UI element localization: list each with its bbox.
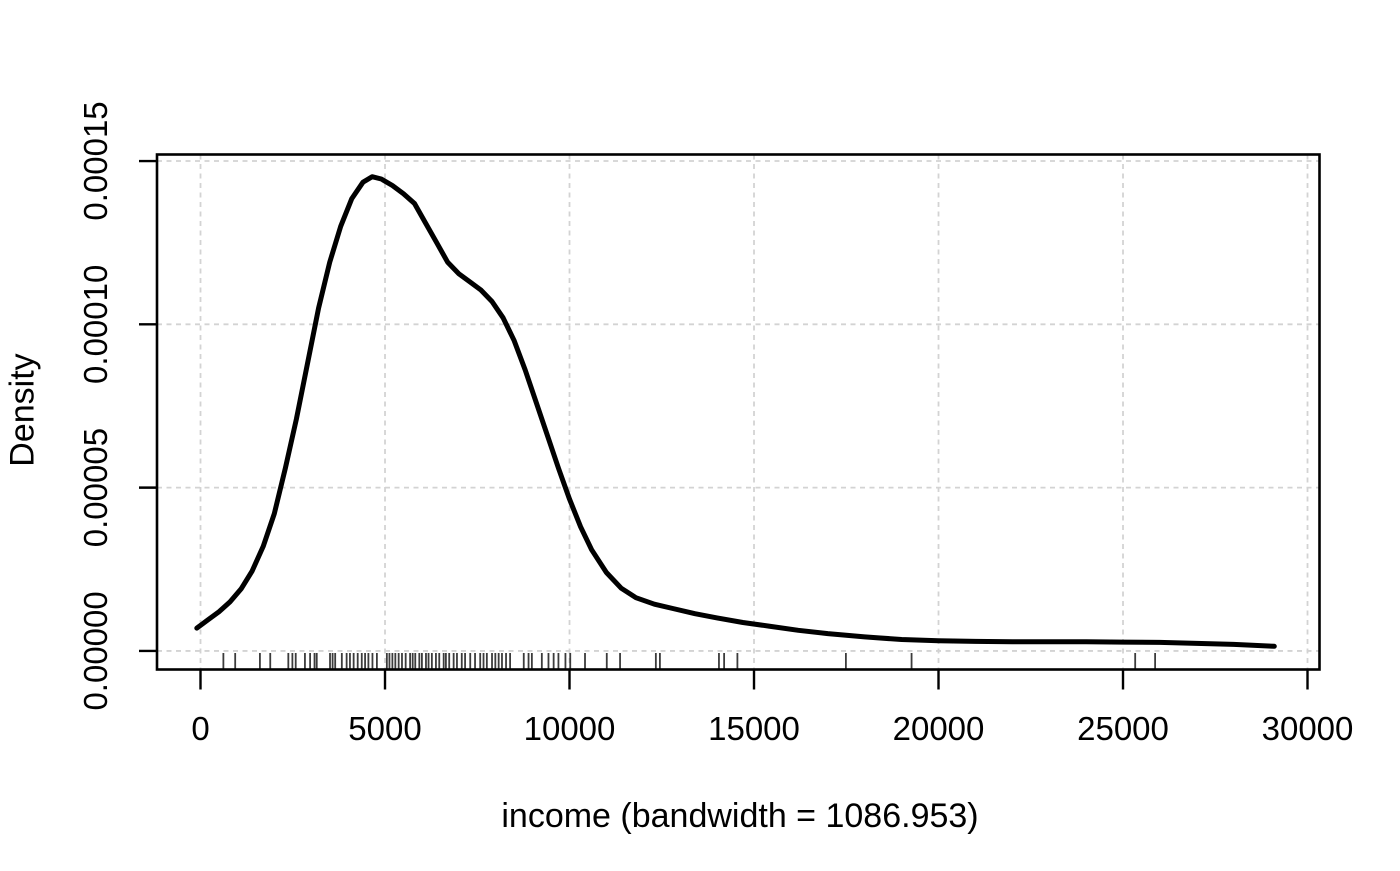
tick-layer bbox=[139, 159, 1309, 690]
x-tick-label: 5000 bbox=[348, 710, 421, 747]
y-axis-title: Density bbox=[4, 353, 42, 466]
tick-label-layer: 0 5000 10000 15000 20000 25000 30000 0.00000 0.0… bbox=[77, 101, 1353, 747]
frame-layer bbox=[155, 153, 1321, 671]
curve-layer bbox=[194, 174, 1277, 649]
grid-layer bbox=[157, 154, 1320, 670]
y-tick-label: 0.00005 bbox=[77, 428, 114, 547]
rug-layer bbox=[222, 653, 1157, 669]
x-tick-label: 0 bbox=[191, 710, 209, 747]
x-tick-label: 25000 bbox=[1077, 710, 1169, 747]
x-tick-label: 20000 bbox=[893, 710, 985, 747]
x-tick-label: 15000 bbox=[708, 710, 800, 747]
y-tick-label: 0.00015 bbox=[77, 101, 114, 220]
x-tick-label: 30000 bbox=[1262, 710, 1354, 747]
density-curve bbox=[194, 174, 1277, 649]
x-tick-label: 10000 bbox=[524, 710, 616, 747]
y-tick-label: 0.00000 bbox=[77, 591, 114, 710]
y-tick-label: 0.00010 bbox=[77, 265, 114, 384]
x-axis-title: income (bandwidth = 1086.953) bbox=[501, 797, 978, 835]
plot-border bbox=[155, 153, 1321, 671]
